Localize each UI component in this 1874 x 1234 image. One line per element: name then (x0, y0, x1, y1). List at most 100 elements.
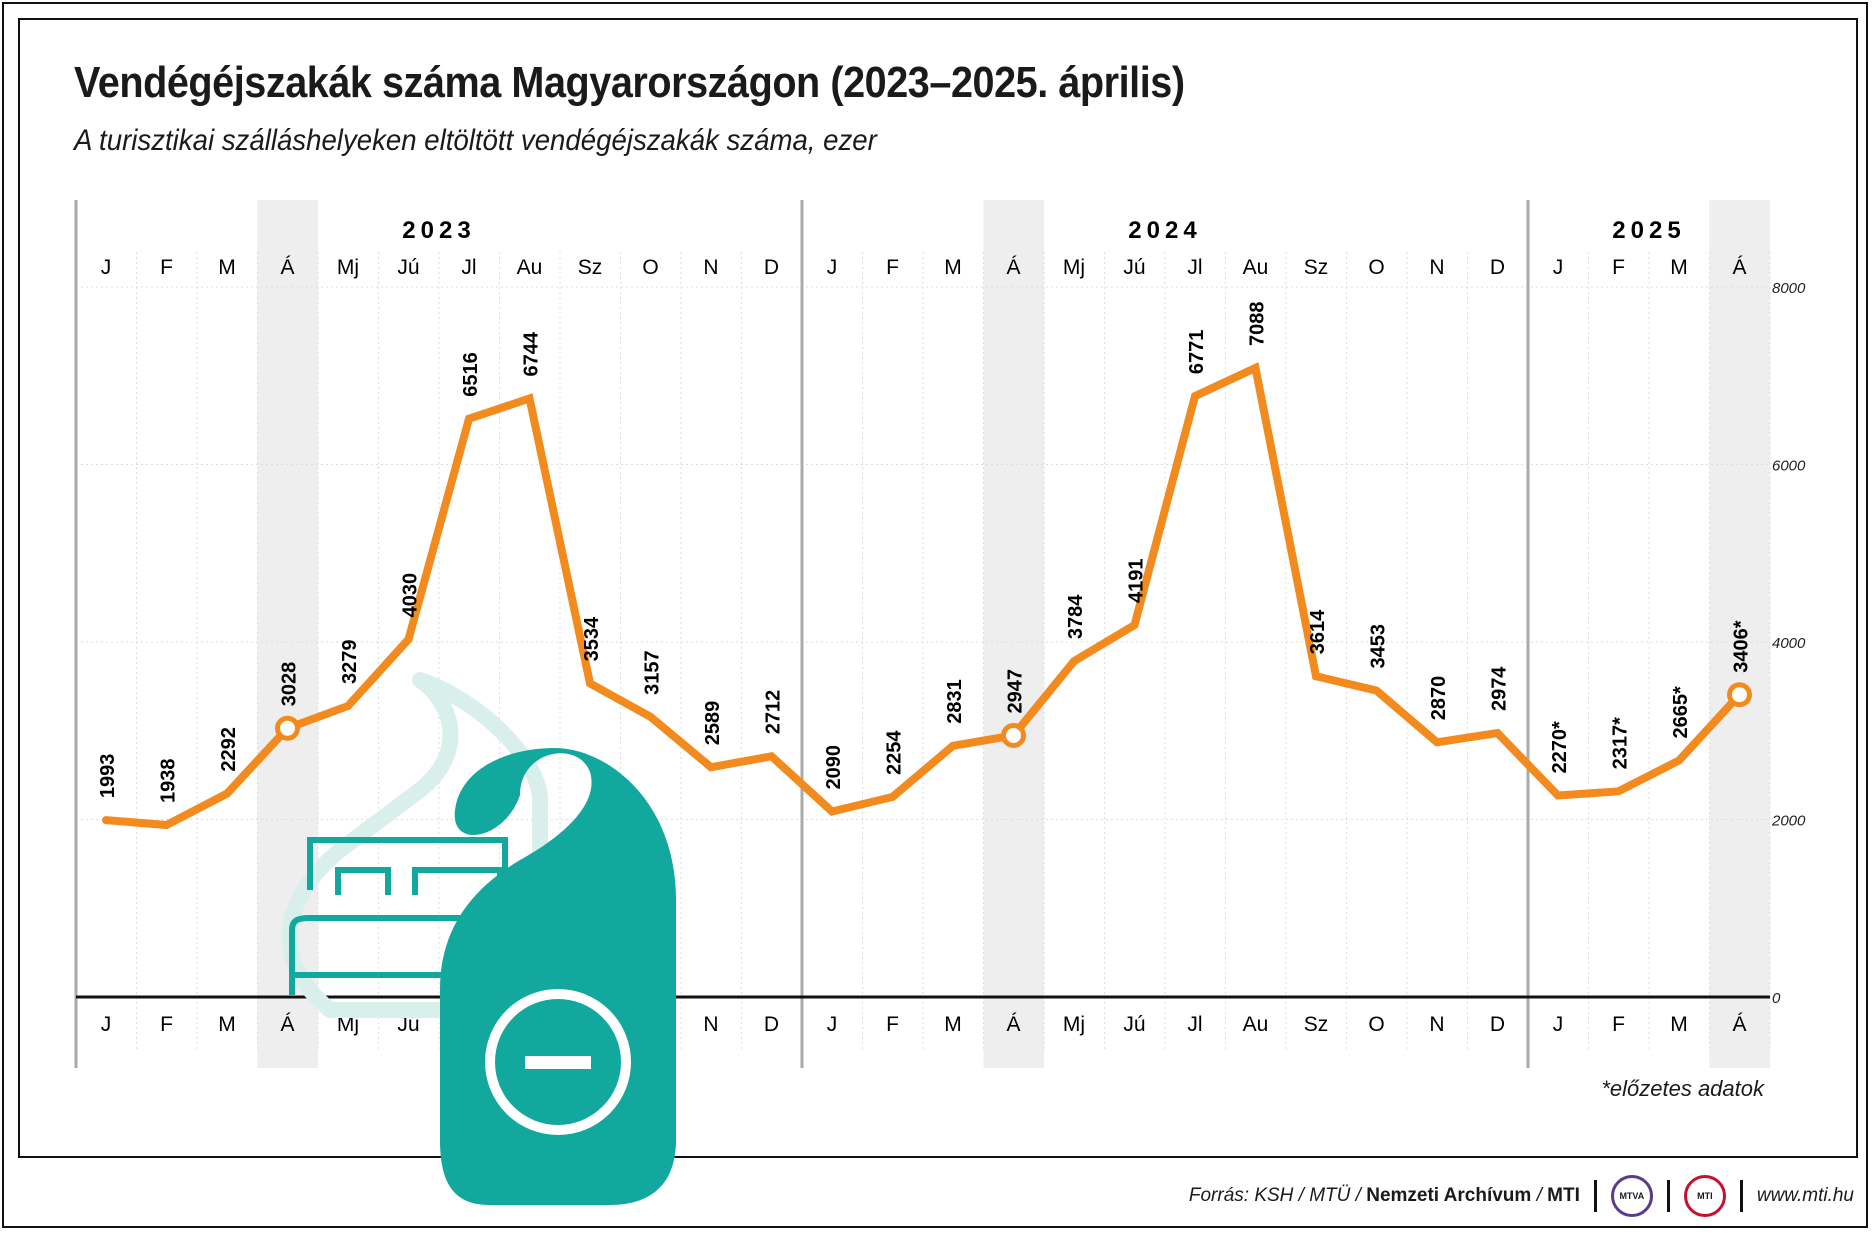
month-label-top: J (1553, 256, 1564, 279)
month-label-top: Á (1732, 256, 1746, 279)
month-label-top: J (101, 256, 112, 279)
chart-subtitle: A turisztikai szálláshelyeken eltöltött … (74, 124, 877, 157)
data-value-label: 3157 (642, 650, 664, 695)
month-label-bottom: M (218, 1013, 236, 1036)
month-label-bottom: F (1612, 1013, 1625, 1036)
month-label-bottom: F (886, 1013, 899, 1036)
y-tick-label: 2000 (1771, 813, 1806, 830)
data-point-marker (1001, 722, 1026, 748)
data-value-label: 2090 (823, 745, 845, 790)
data-value-label: 2254 (884, 730, 906, 775)
month-label-top: N (1429, 256, 1444, 279)
footer-divider (1739, 1180, 1743, 1212)
month-label-bottom: M (1670, 1013, 1688, 1036)
data-value-label: 2974 (1489, 666, 1511, 711)
y-tick-label: 6000 (1772, 458, 1806, 475)
month-label-bottom: J (101, 1013, 112, 1036)
month-label-top: M (944, 256, 962, 279)
data-value-label: 3453 (1368, 624, 1390, 669)
month-label-top: J (827, 256, 838, 279)
month-label-top: Á (280, 256, 294, 279)
bed-frame-line (289, 915, 520, 995)
month-label-bottom: O (1368, 1013, 1384, 1036)
month-label-top: Jú (1123, 256, 1145, 279)
month-label-top: F (886, 256, 899, 279)
y-tick-label: 8000 (1772, 280, 1806, 297)
month-label-top: Mj (337, 256, 359, 279)
data-value-label: 1993 (97, 754, 119, 799)
month-label-top: F (160, 256, 173, 279)
data-value-label: 3279 (339, 639, 361, 684)
source-prefix: Forrás: KSH / MTÜ / (1188, 1185, 1367, 1206)
no-entry-circle (485, 989, 631, 1135)
source-archive: Nemzeti Archívum (1366, 1185, 1532, 1206)
data-value-label: 2665* (1670, 686, 1692, 738)
month-label-top: F (1612, 256, 1625, 279)
data-line (102, 362, 1744, 830)
preliminary-note: *előzetes adatok (1601, 1076, 1764, 1101)
data-value-label: 3784 (1065, 594, 1087, 639)
data-value-label: 3534 (581, 616, 603, 661)
month-label-bottom: J (1553, 1013, 1564, 1036)
data-value-label: 3614 (1307, 609, 1329, 654)
month-label-bottom: M (944, 1013, 962, 1036)
month-label-bottom: Mj (1063, 1013, 1085, 1036)
bed-headboard-line (307, 837, 508, 890)
footer-divider (1666, 1180, 1670, 1212)
month-label-bottom: Á (1006, 1013, 1020, 1036)
data-point-marker (1727, 682, 1752, 708)
month-label-top: Jl (461, 256, 476, 279)
source-separator: / (1531, 1185, 1548, 1206)
month-label-bottom: Jú (1123, 1013, 1145, 1036)
data-value-label: 6516 (460, 352, 482, 397)
month-label-top: Au (1243, 256, 1269, 279)
website-link[interactable]: www.mti.hu (1756, 1185, 1854, 1206)
mti-logo: MTI (1683, 1175, 1726, 1217)
data-value-label: 6771 (1186, 330, 1208, 375)
month-label-top: N (703, 256, 718, 279)
chart-frame (18, 18, 1858, 1158)
data-value-label: 2317* (1610, 717, 1632, 769)
data-value-label: 3406* (1731, 620, 1753, 672)
source-text: Forrás: KSH / MTÜ / Nemzeti Archívum / M… (1189, 1185, 1580, 1207)
month-label-bottom: D (1490, 1013, 1505, 1036)
month-label-top: Mj (1063, 256, 1085, 279)
month-label-top: Á (1006, 256, 1020, 279)
month-label-top: Jl (1187, 256, 1202, 279)
data-point-marker (275, 715, 300, 741)
month-label-bottom: Á (280, 1013, 294, 1036)
month-label-top: Sz (1304, 256, 1329, 279)
month-label-top: O (642, 256, 658, 279)
y-tick-label: 0 (1772, 990, 1781, 1007)
month-label-bottom: Au (1243, 1013, 1269, 1036)
month-label-bottom: Jú (397, 1013, 419, 1036)
april-highlight-column (983, 200, 1044, 1068)
month-label-top: D (1490, 256, 1505, 279)
month-label-top: M (218, 256, 236, 279)
month-label-top: M (1670, 256, 1688, 279)
mtva-logo: MTVA (1610, 1175, 1653, 1217)
year-label: 2023 (402, 217, 475, 244)
month-label-bottom: N (703, 1013, 718, 1036)
year-label: 2025 (1612, 217, 1685, 244)
data-value-label: 4191 (1126, 559, 1148, 604)
month-label-bottom: N (1429, 1013, 1444, 1036)
data-value-label: 4030 (400, 573, 422, 618)
data-value-label: 1938 (158, 759, 180, 804)
month-label-top: D (764, 256, 779, 279)
month-label-top: Au (517, 256, 543, 279)
chart-title: Vendégéjszakák száma Magyarországon (202… (74, 58, 1185, 107)
month-label-top: O (1368, 256, 1384, 279)
footer-divider (1593, 1180, 1597, 1212)
bed-pillows-line (335, 867, 503, 895)
door-hanger-do-not-disturb-icon (281, 672, 676, 1205)
april-highlight-column (1709, 200, 1770, 1068)
data-value-label: 2589 (702, 701, 724, 746)
data-value-label: 2947 (1005, 669, 1027, 714)
source-mti: MTI (1547, 1185, 1580, 1206)
data-value-label: 2712 (763, 690, 785, 735)
data-value-label: 2831 (944, 679, 966, 724)
data-value-label: 7088 (1247, 301, 1269, 346)
